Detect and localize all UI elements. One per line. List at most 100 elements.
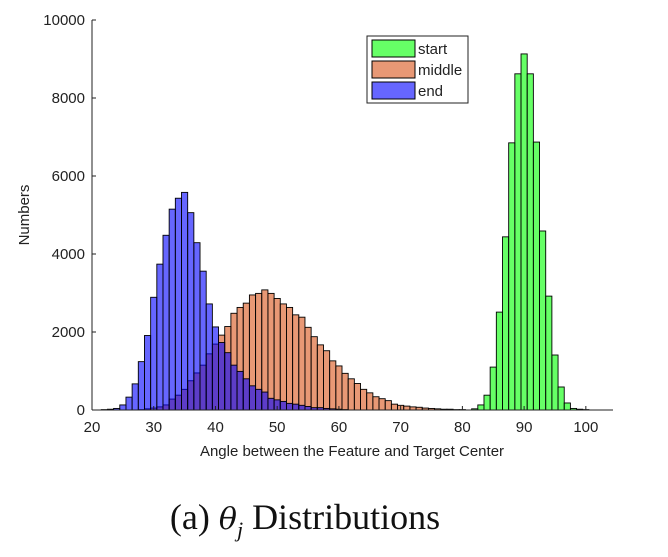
bar-end <box>230 364 238 411</box>
bar-middle <box>267 292 275 411</box>
bar-end <box>211 326 219 411</box>
bar-middle <box>279 303 287 411</box>
y-tick-label: 8000 <box>52 90 85 107</box>
bar-end <box>181 191 189 411</box>
bar-middle <box>316 344 324 411</box>
bar-start <box>526 73 534 411</box>
y-tick-label: 6000 <box>52 168 85 185</box>
caption-suffix: Distributions <box>252 497 441 537</box>
bar-end <box>292 403 300 411</box>
legend: start middle end <box>366 35 469 104</box>
caption-subscript: j <box>236 517 244 543</box>
bar-middle <box>335 365 343 411</box>
bar-middle <box>372 396 380 411</box>
bar-end <box>162 234 170 411</box>
bar-start <box>477 404 485 411</box>
bar-end <box>156 263 164 411</box>
bar-start <box>495 311 503 411</box>
x-tick-label: 30 <box>145 419 162 436</box>
y-tick-label: 2000 <box>52 324 85 341</box>
bar-end <box>236 370 244 411</box>
bar-start <box>508 142 516 411</box>
x-ticks: 20 30 40 50 60 70 80 90 100 <box>84 406 598 436</box>
bar-start <box>545 295 553 411</box>
bar-start <box>532 141 540 411</box>
bar-end <box>150 296 158 411</box>
bar-middle <box>310 336 318 411</box>
bar-middle <box>390 403 399 411</box>
x-tick-label: 40 <box>207 419 224 436</box>
legend-label-start: start <box>418 41 448 58</box>
bar-middle <box>292 314 300 411</box>
bar-middle <box>304 326 312 411</box>
bar-start <box>489 366 497 411</box>
x-tick-label: 60 <box>331 419 348 436</box>
bar-middle <box>298 316 306 411</box>
bar-end <box>285 402 294 411</box>
figure-caption: (a) θj Distributions <box>0 496 610 543</box>
bar-middle <box>353 383 361 411</box>
caption-prefix: (a) <box>169 497 210 537</box>
y-tick-label: 0 <box>77 402 85 419</box>
bar-end <box>187 212 195 411</box>
bar-end <box>199 270 207 411</box>
x-tick-label: 100 <box>573 419 598 436</box>
legend-swatch-middle <box>371 60 416 79</box>
bar-start <box>557 386 565 411</box>
bar-end <box>242 378 250 411</box>
y-tick-label: 10000 <box>43 12 85 29</box>
legend-label-middle: middle <box>418 62 462 79</box>
x-tick-label: 50 <box>269 419 286 436</box>
bar-middle <box>378 398 386 411</box>
bar-end <box>137 361 145 411</box>
bar-start <box>502 236 510 411</box>
x-tick-label: 70 <box>392 419 409 436</box>
bar-end <box>193 242 201 411</box>
x-tick-label: 90 <box>516 419 533 436</box>
bar-end <box>304 406 312 411</box>
x-tick-label: 80 <box>454 419 471 436</box>
bar-middle <box>285 306 294 411</box>
bar-end <box>168 208 176 411</box>
bars-layer <box>100 53 590 411</box>
x-axis-label: Angle between the Feature and Target Cen… <box>200 443 504 460</box>
bar-end <box>255 388 263 411</box>
bar-end <box>261 391 269 411</box>
bar-start <box>563 402 571 411</box>
bar-end <box>218 342 226 411</box>
bar-end <box>267 397 275 411</box>
bar-end <box>125 396 133 411</box>
bar-middle <box>360 388 368 411</box>
bar-end <box>174 197 182 411</box>
bar-start <box>483 394 491 411</box>
bar-middle <box>273 298 281 411</box>
bar-middle <box>384 400 392 411</box>
y-tick-label: 4000 <box>52 246 85 263</box>
y-ticks: 0 2000 4000 6000 8000 10000 <box>43 12 96 419</box>
bar-start <box>539 230 547 411</box>
bar-end <box>144 335 152 411</box>
bar-middle <box>341 372 349 411</box>
bar-start <box>514 73 522 411</box>
x-tick-label: 20 <box>84 419 101 436</box>
bar-end <box>224 352 232 411</box>
legend-label-end: end <box>418 83 443 100</box>
caption-symbol: θ <box>218 502 237 537</box>
bar-end <box>248 385 257 411</box>
bar-end <box>298 404 306 411</box>
bar-end <box>119 404 127 411</box>
legend-swatch-end <box>371 81 416 100</box>
bar-middle <box>366 392 374 411</box>
bar-middle <box>347 378 355 411</box>
series-start <box>471 53 590 411</box>
bar-end <box>131 383 139 411</box>
bar-end <box>205 303 213 411</box>
bar-middle <box>329 360 337 411</box>
y-axis-label: Numbers <box>16 185 33 246</box>
bar-start <box>520 53 528 411</box>
bar-middle <box>403 405 411 411</box>
bar-start <box>551 354 559 411</box>
bar-middle <box>323 350 331 411</box>
legend-swatch-start <box>371 39 416 58</box>
